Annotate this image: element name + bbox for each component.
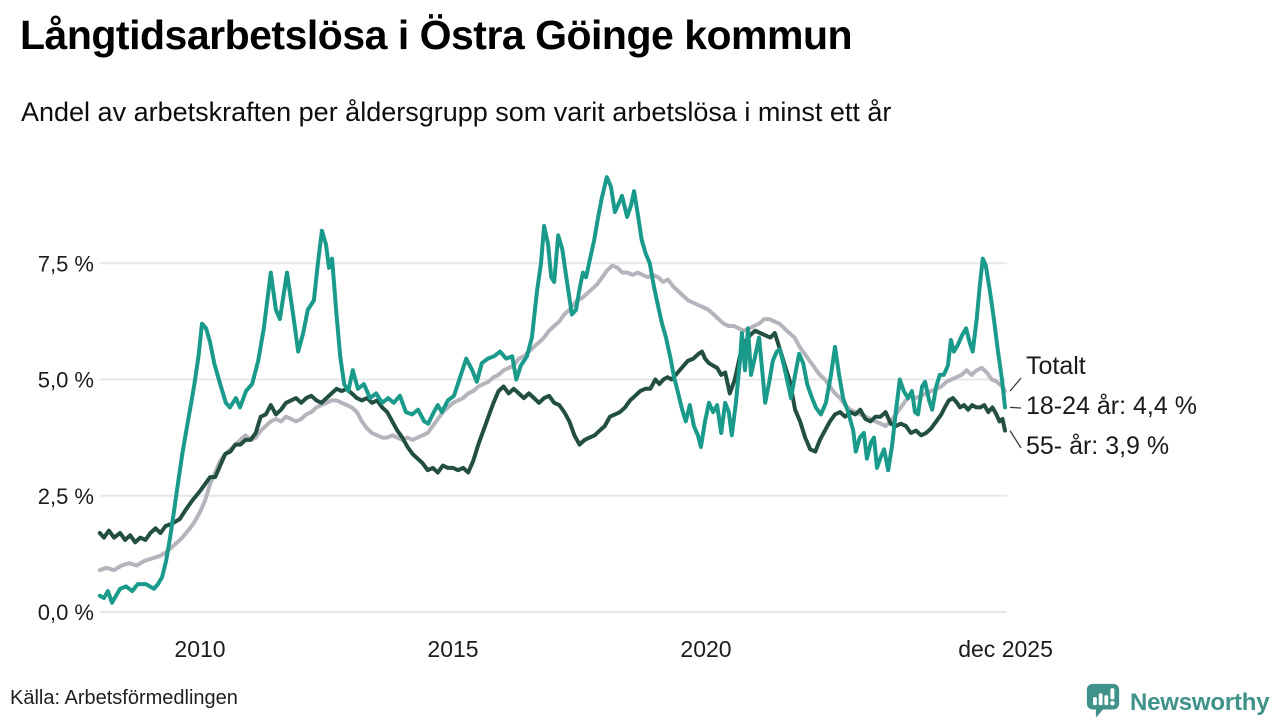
y-axis-tick-label: 7,5 % [38, 251, 94, 276]
y-axis-tick-label: 5,0 % [38, 368, 94, 393]
y-axis-tick-label: 2,5 % [38, 484, 94, 509]
annotation-connector [1009, 430, 1022, 449]
series-line-18-24-r [97, 175, 1007, 605]
series-line-totalt [97, 263, 1007, 573]
x-axis-tick-label: 2010 [174, 636, 225, 662]
chart-title: Långtidsarbetslösa i Östra Göinge kommun [20, 12, 853, 58]
series-end-label-18-24: 18-24 år: 4,4 % [1026, 392, 1197, 420]
source-attribution: Källa: Arbetsförmedlingen [10, 687, 238, 709]
chart-subtitle: Andel av arbetskraften per åldersgrupp s… [21, 97, 892, 127]
x-axis-tick-label: 2020 [680, 636, 731, 662]
newsworthy-logo-icon [1084, 681, 1122, 720]
x-axis-tick-label: dec 2025 [958, 636, 1053, 662]
newsworthy-wordmark: Newsworthy [1130, 688, 1270, 716]
series-line-55-r [97, 328, 1007, 545]
series-end-label-totalt: Totalt [1026, 352, 1086, 380]
annotation-connector [1009, 377, 1022, 392]
annotation-connector [1010, 406, 1022, 409]
newsworthy-branding: Newsworthy [1084, 681, 1270, 720]
series-end-label-55: 55- år: 3,9 % [1026, 432, 1170, 460]
y-axis-tick-label: 0,0 % [38, 600, 94, 625]
x-axis-tick-label: 2015 [427, 636, 478, 662]
